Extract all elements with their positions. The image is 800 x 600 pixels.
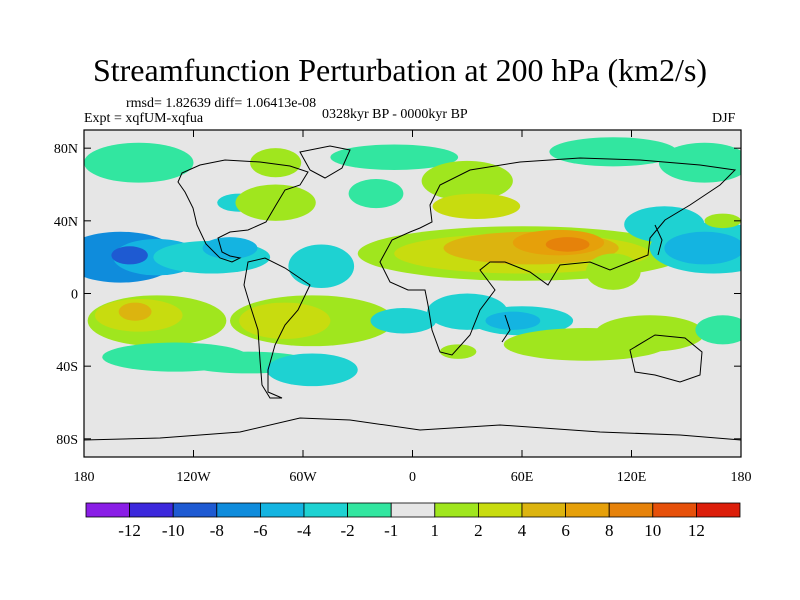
field-blob-5	[288, 244, 355, 289]
colorbar-swatch-2	[172, 502, 218, 518]
period-label: 0328kyr BP - 0000kyr BP	[322, 107, 468, 122]
colorbar-swatch-5	[303, 502, 348, 518]
coast-japan	[654, 224, 663, 256]
y-tick-label: 40S	[56, 360, 78, 375]
colorbar-label: 1	[431, 521, 440, 540]
field-blob-29	[585, 253, 641, 290]
field-blob-15	[235, 184, 316, 221]
x-tick-label: 60W	[289, 470, 317, 485]
colorbar-swatch-4	[259, 502, 305, 518]
field-blob-19	[330, 144, 459, 170]
colorbar-swatch-13	[652, 502, 697, 518]
field-blob-4	[202, 237, 258, 259]
field-blob-28	[545, 237, 590, 252]
colorbar-label: 2	[474, 521, 483, 540]
colorbar-swatch-7	[390, 502, 436, 518]
colorbar-label: 4	[518, 521, 527, 540]
field-blob-8	[118, 302, 152, 321]
field-blob-33	[704, 213, 741, 229]
field-blob-40	[695, 315, 741, 345]
colorbar-swatch-1	[129, 502, 174, 518]
y-tick-label: 80N	[54, 142, 78, 157]
colorbar-label: -12	[118, 521, 141, 540]
plot-title: Streamfunction Perturbation at 200 hPa (…	[92, 52, 708, 88]
x-tick-label: 180	[74, 470, 95, 485]
field-blob-38	[439, 344, 477, 359]
field-blob-32	[664, 231, 741, 265]
field-blob-2	[111, 246, 148, 265]
stats-label: rmsd= 1.82639 diff= 1.06413e-08	[126, 96, 317, 111]
colorbar-label: -8	[210, 521, 224, 540]
coast-eurasia-africa	[379, 157, 737, 356]
colorbar-swatch-11	[565, 502, 610, 518]
contour-field	[84, 137, 741, 387]
colorbar-label: -2	[341, 521, 355, 540]
field-blob-22	[421, 160, 513, 201]
colorbar-swatch-14	[696, 502, 741, 518]
y-tick-label: 40N	[54, 215, 78, 230]
field-blob-20	[549, 137, 678, 167]
colorbar-swatch-0	[85, 502, 130, 518]
map-background	[84, 130, 741, 457]
x-tick-label: 0	[409, 470, 416, 485]
field-blob-13	[266, 353, 358, 387]
colorbar-label: -1	[384, 521, 398, 540]
field-blob-23	[432, 193, 521, 220]
field-blob-36	[485, 311, 541, 330]
field-blob-10	[239, 302, 331, 339]
field-blob-21	[658, 142, 741, 183]
colorbar-swatch-6	[347, 502, 392, 518]
colorbar: -12 -10 -8 -6 -4 -2 -1 1 2 4 6 8 10 12	[85, 502, 741, 540]
colorbar-swatch-9	[477, 502, 523, 518]
colorbar-label: -4	[297, 521, 312, 540]
coast-north-america	[177, 159, 309, 263]
colorbar-label: 6	[561, 521, 570, 540]
colorbar-swatch-8	[434, 502, 479, 518]
colorbar-label: -10	[162, 521, 185, 540]
coastlines	[84, 145, 741, 441]
season-label: DJF	[712, 111, 736, 126]
colorbar-label: -6	[253, 521, 267, 540]
colorbar-label: 10	[644, 521, 661, 540]
colorbar-label: 8	[605, 521, 614, 540]
field-blob-16	[250, 148, 302, 178]
x-tick-label: 120W	[176, 470, 211, 485]
colorbar-swatch-12	[608, 502, 654, 518]
axis-ticks: 80N 40N 0 40S 80S 180 120W 60W 0 60E 120E 180	[54, 130, 752, 485]
coast-antarctica	[84, 417, 741, 441]
y-tick-label: 0	[71, 288, 78, 303]
coast-south-america	[243, 257, 311, 399]
x-tick-label: 180	[731, 470, 752, 485]
field-blob-39	[595, 315, 705, 352]
colorbar-swatch-3	[216, 502, 261, 518]
x-tick-label: 120E	[617, 470, 647, 485]
colorbar-swatch-10	[521, 502, 566, 518]
experiment-label: Expt = xqfUM-xqfua	[84, 111, 204, 126]
coast-australia	[629, 334, 703, 383]
x-tick-label: 60E	[511, 470, 534, 485]
field-blob-18	[348, 179, 404, 209]
field-blob-41	[370, 308, 437, 334]
y-tick-label: 80S	[56, 433, 78, 448]
field-blob-17	[84, 142, 194, 183]
coast-greenland	[299, 145, 351, 179]
coast-madagascar	[501, 314, 511, 343]
colorbar-label: 12	[688, 521, 705, 540]
